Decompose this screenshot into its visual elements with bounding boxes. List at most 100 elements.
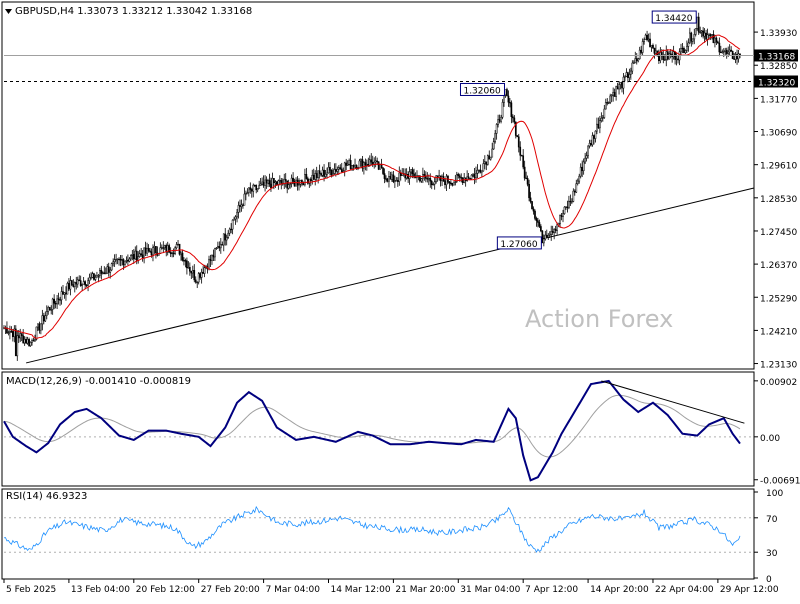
candle-body: [73, 282, 76, 287]
candle-body: [516, 135, 519, 138]
candle-body: [63, 292, 66, 295]
candle-body: [60, 291, 63, 301]
candle-body: [376, 160, 379, 162]
candle-body: [708, 34, 710, 36]
candle-body: [454, 181, 457, 183]
price-axis-label: 1.31770: [760, 95, 797, 105]
candle-body: [588, 143, 591, 147]
time-axis-label: 5 Feb 2025: [6, 585, 56, 595]
candle-body: [271, 178, 274, 189]
candle-body: [731, 50, 734, 59]
candle-body: [128, 258, 131, 262]
candle-body: [482, 163, 485, 172]
candle-body: [267, 180, 269, 184]
candle-body: [672, 51, 675, 58]
price-marker-box: [651, 10, 697, 24]
candle-body: [10, 331, 13, 333]
price-axis-label: 1.32850: [760, 62, 797, 72]
candle-body: [460, 177, 463, 179]
current-price-tag: [754, 49, 798, 62]
candle-body: [81, 284, 84, 286]
candle-body: [221, 244, 224, 246]
candle-body: [119, 259, 122, 261]
candle-body: [318, 170, 321, 174]
candle-body: [483, 161, 486, 164]
price-axis-label: 1.29610: [760, 162, 797, 172]
candle-body: [35, 326, 38, 340]
candle-body: [327, 166, 330, 174]
candle-body: [389, 176, 392, 180]
candle-body: [129, 255, 132, 260]
candle-body: [624, 76, 626, 78]
candle-body: [386, 178, 389, 182]
candle-body: [553, 228, 556, 233]
candle-body: [566, 206, 569, 209]
candle-body: [312, 175, 315, 180]
candle-body: [632, 62, 635, 64]
candle-body: [599, 120, 601, 129]
candle-body: [50, 309, 53, 311]
candle-body: [317, 170, 320, 178]
candle-body: [34, 339, 36, 342]
candle-body: [144, 247, 147, 254]
candle-body: [76, 279, 79, 285]
candle-body: [663, 59, 666, 61]
rsi-title: RSI(14) 46.9323: [6, 491, 87, 502]
candle-body: [689, 32, 691, 44]
candle-body: [200, 271, 203, 278]
candle-body: [559, 215, 561, 224]
time-axis-label: 21 Mar 20:00: [395, 585, 455, 595]
candle-body: [659, 52, 662, 61]
candle-body: [646, 34, 648, 41]
candle-body: [634, 58, 637, 64]
rsi-axis-label: 30: [766, 549, 778, 559]
candle-body: [467, 176, 470, 179]
candle-body: [722, 51, 725, 53]
candle-body: [324, 173, 327, 177]
candle-body: [190, 270, 193, 274]
candle-body: [593, 135, 595, 139]
candle-body: [68, 283, 70, 290]
candle-body: [625, 72, 628, 77]
candle-body: [512, 116, 514, 119]
candle-body: [711, 34, 713, 37]
candle-body: [507, 95, 510, 103]
candle-body: [280, 180, 283, 184]
candle-body: [340, 168, 343, 172]
candle-body: [550, 231, 553, 235]
candle-body: [610, 94, 613, 97]
candle-body: [329, 166, 331, 171]
candle-body: [215, 247, 218, 250]
candle-body: [733, 58, 735, 60]
candle-body: [165, 245, 168, 253]
symbol-dropdown-icon[interactable]: [5, 9, 12, 14]
candle-body: [444, 180, 446, 186]
candle-body: [519, 146, 522, 156]
candlestick-series: [3, 12, 741, 361]
candle-body: [143, 247, 145, 259]
candle-body: [56, 298, 58, 305]
candle-body: [368, 159, 371, 166]
candle-body: [479, 169, 482, 173]
candle-body: [335, 169, 337, 172]
candle-body: [374, 160, 377, 163]
candle-body: [181, 252, 184, 261]
candle-body: [14, 328, 17, 357]
candle-body: [691, 38, 694, 42]
candle-body: [677, 58, 679, 61]
candle-body: [411, 169, 414, 175]
candle-body: [494, 133, 497, 143]
candle-body: [470, 174, 473, 179]
candle-body: [100, 270, 103, 274]
candle-body: [109, 269, 112, 273]
candle-body: [514, 121, 517, 136]
candle-body: [175, 244, 178, 249]
candle-body: [719, 51, 722, 54]
candle-body: [466, 176, 468, 181]
candle-body: [427, 178, 430, 180]
candle-body: [590, 143, 592, 146]
candle-body: [660, 52, 663, 57]
candle-body: [113, 259, 116, 263]
price-axis-label: 1.27450: [760, 228, 797, 238]
